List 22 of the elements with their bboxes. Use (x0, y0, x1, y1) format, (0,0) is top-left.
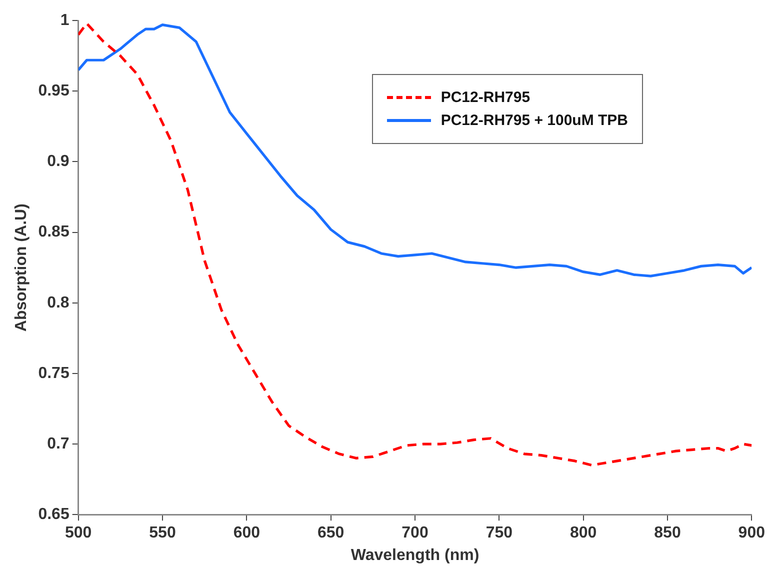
y-tick-label: 0.65 (38, 506, 70, 524)
y-axis-title: Absorption (A.U) (13, 204, 30, 332)
y-tick-label: 1 (60, 12, 70, 30)
y-tick-label: 0.75 (38, 364, 70, 382)
y-tick-label: 0.7 (47, 435, 70, 452)
x-tick-label: 500 (64, 524, 92, 542)
x-tick-label: 700 (402, 524, 428, 542)
x-tick-label: 850 (654, 524, 681, 542)
line-series (78, 22, 752, 466)
y-tick-label: 0.95 (38, 82, 70, 100)
legend-label: PC12-RH795 (440, 89, 530, 106)
y-tick-label: 0.85 (38, 224, 70, 241)
legend-label: PC12-RH795 + 100uM TPB (440, 112, 628, 129)
y-tick-label: 0.8 (47, 294, 70, 312)
y-tick-label: 0.9 (47, 153, 70, 170)
x-tick-label: 750 (486, 524, 513, 542)
x-tick-label: 550 (149, 524, 176, 542)
x-tick-label: 600 (233, 524, 260, 542)
x-tick-label: 800 (570, 524, 597, 542)
x-axis-title: Wavelength (nm) (350, 546, 480, 564)
x-tick-label: 900 (738, 524, 766, 542)
x-tick-label: 650 (317, 524, 344, 542)
